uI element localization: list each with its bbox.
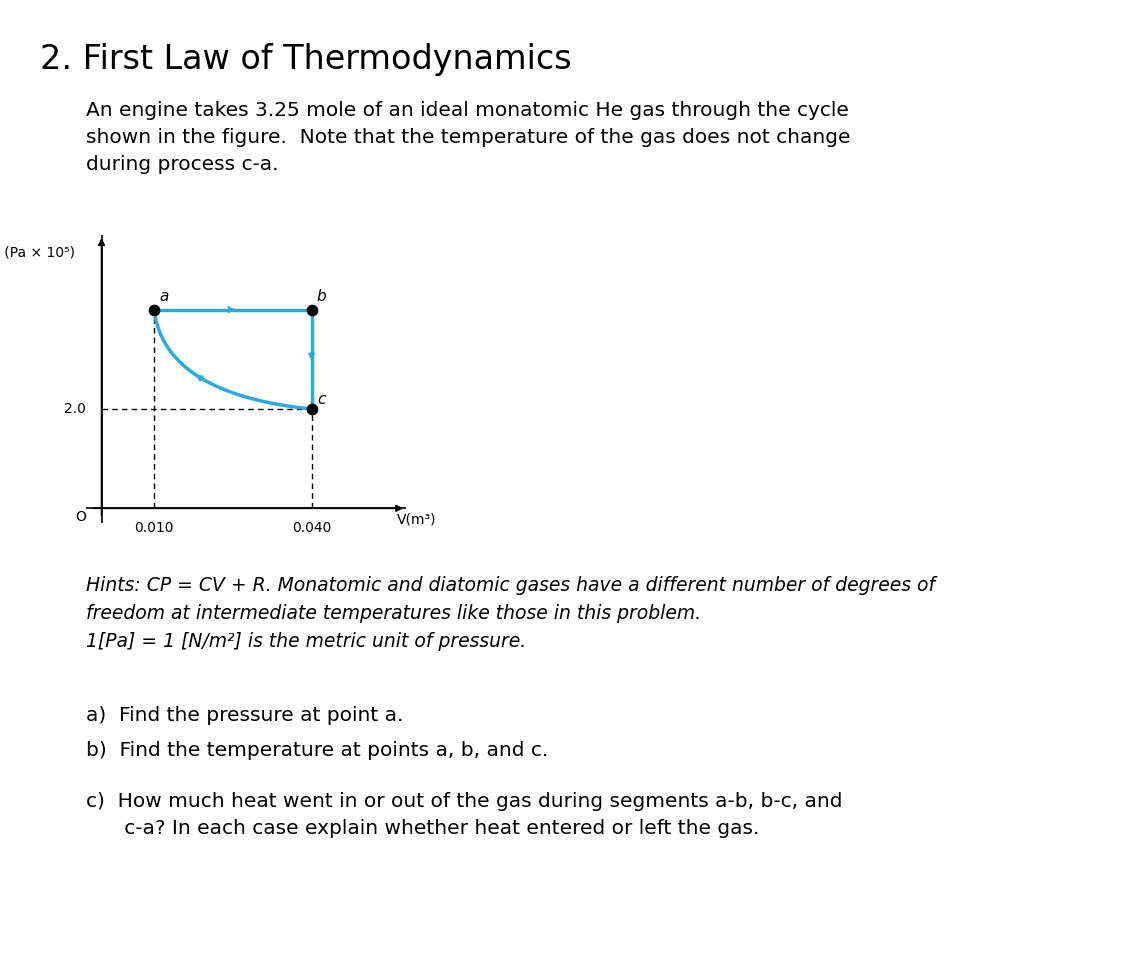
Text: a)  Find the pressure at point a.: a) Find the pressure at point a.	[86, 706, 403, 725]
Text: An engine takes 3.25 mole of an ideal monatomic He gas through the cycle
shown i: An engine takes 3.25 mole of an ideal mo…	[86, 101, 850, 175]
Text: a: a	[159, 289, 168, 303]
Point	[302, 401, 320, 417]
Text: Hints: CP = CV + R. Monatomic and diatomic gases have a different number of degr: Hints: CP = CV + R. Monatomic and diatom…	[86, 576, 935, 651]
Text: 2. First Law of Thermodynamics: 2. First Law of Thermodynamics	[40, 43, 572, 76]
Text: b: b	[317, 289, 326, 303]
Text: c: c	[317, 392, 325, 406]
Text: p (Pa × 10⁵): p (Pa × 10⁵)	[0, 246, 76, 260]
Text: O: O	[74, 511, 86, 524]
Point	[302, 302, 320, 318]
Point	[145, 302, 164, 318]
Text: V(m³): V(m³)	[397, 513, 437, 526]
Text: 2.0: 2.0	[64, 402, 86, 416]
Text: 0.040: 0.040	[292, 520, 332, 535]
Text: 0.010: 0.010	[134, 520, 174, 535]
Text: c)  How much heat went in or out of the gas during segments a-b, b-c, and
      : c) How much heat went in or out of the g…	[86, 792, 842, 838]
Text: b)  Find the temperature at points a, b, and c.: b) Find the temperature at points a, b, …	[86, 741, 548, 760]
